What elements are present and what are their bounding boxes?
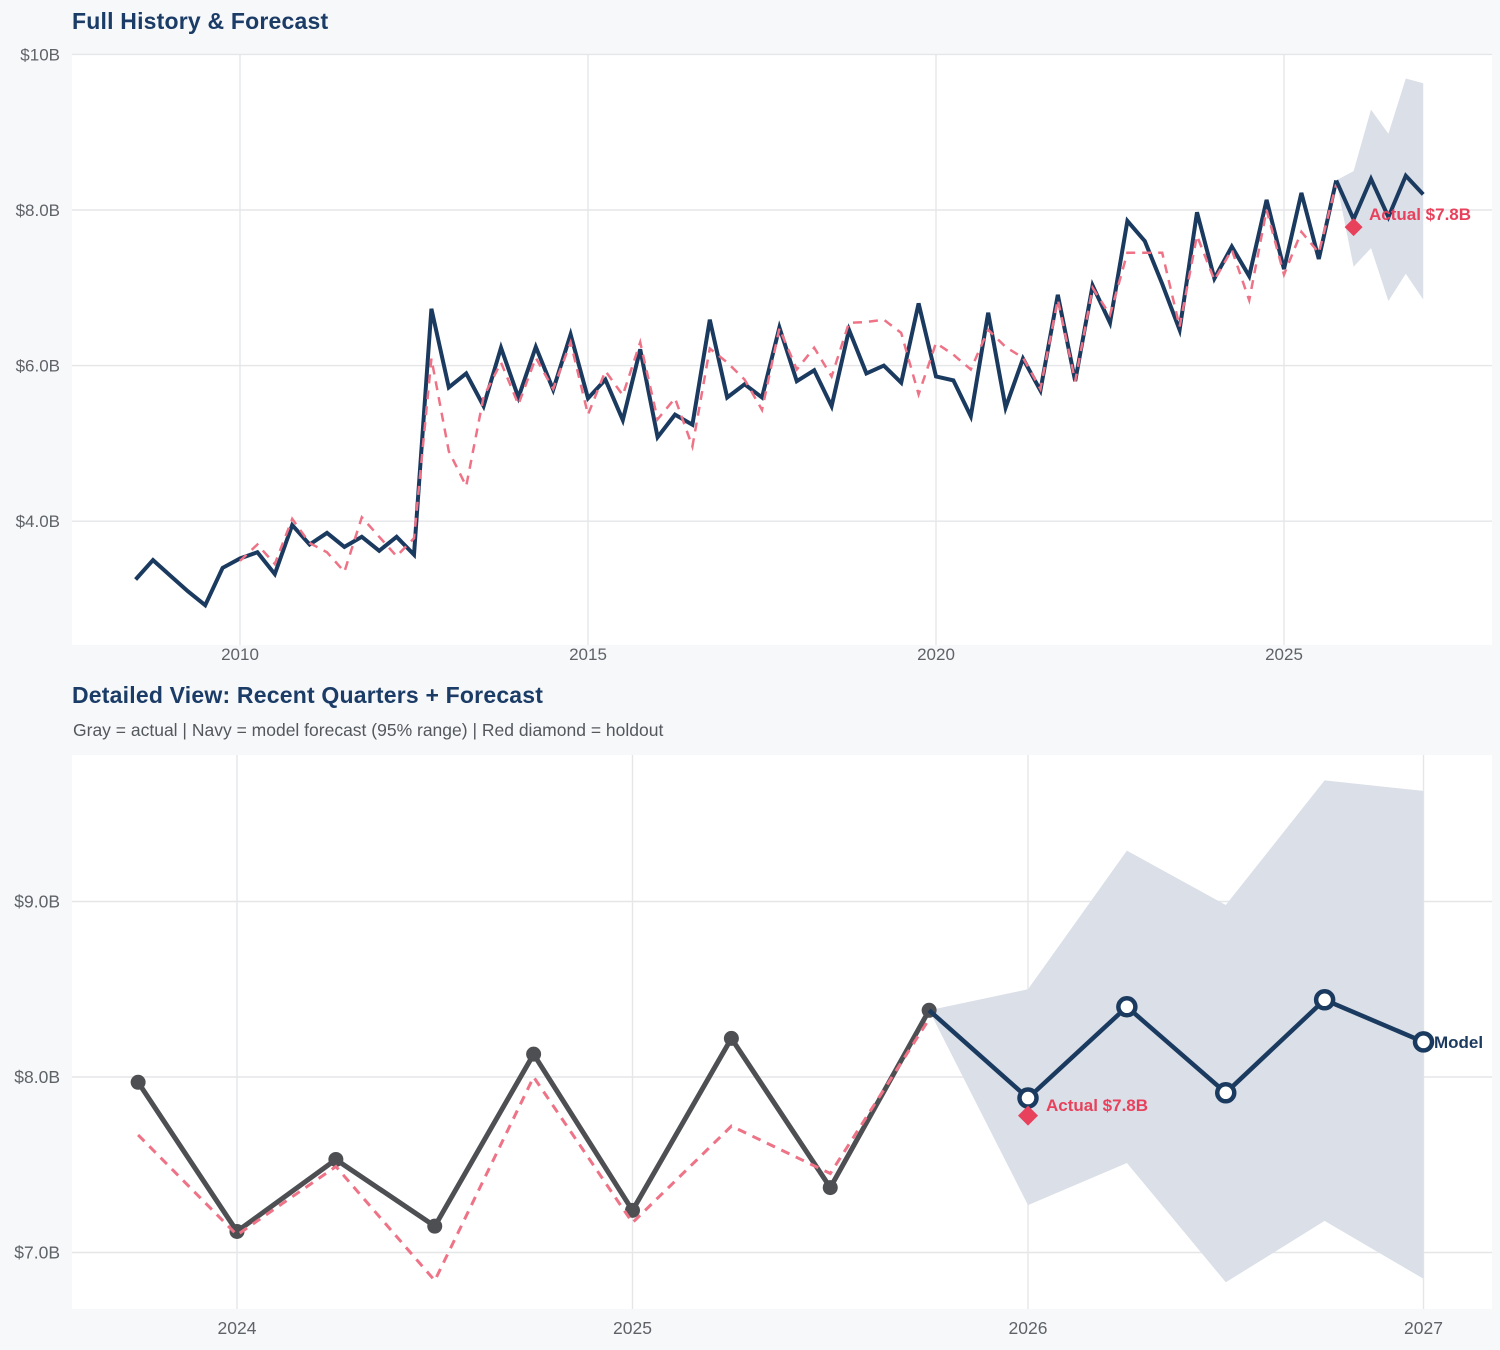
plot-area xyxy=(72,54,1492,645)
forecast-point-marker xyxy=(1215,1082,1237,1104)
forecast-point-marker xyxy=(1116,996,1138,1018)
forecast-confidence-band xyxy=(1336,78,1424,301)
x-axis-tick-label: 2027 xyxy=(1404,1318,1443,1338)
actual-point-marker xyxy=(723,1030,739,1046)
actual-point-marker xyxy=(822,1180,838,1196)
x-axis-tick-label: 2025 xyxy=(613,1318,652,1338)
series-line-model_forecast xyxy=(1334,172,1425,225)
actual-point-marker xyxy=(130,1074,146,1090)
x-axis-tick-label: 2010 xyxy=(221,645,259,664)
x-axis-tick-label: 2015 xyxy=(569,645,607,664)
y-axis-tick-label: $9.0B xyxy=(14,892,60,912)
actual-point-marker xyxy=(526,1046,542,1062)
y-axis-tick-label: $10B xyxy=(20,45,60,64)
holdout-diamond-marker xyxy=(1344,218,1363,237)
y-axis-tick-label: $4.0B xyxy=(16,512,60,531)
series-line-model_forecast xyxy=(927,997,1425,1102)
y-axis-tick-label: $6.0B xyxy=(16,357,60,376)
x-axis-tick-label: 2026 xyxy=(1009,1318,1048,1338)
forecast-point-marker xyxy=(1412,1031,1435,1053)
full-history-chart-title: Full History & Forecast xyxy=(72,8,329,34)
y-axis-tick-label: $7.0B xyxy=(14,1243,60,1263)
actual-point-marker xyxy=(328,1151,344,1167)
forecast-confidence-band xyxy=(929,780,1424,1283)
detailed-view-plot: $9.0B $8.0B $7.0B 2024 2025 2026 2027 xyxy=(14,755,1492,1338)
x-axis-tick-label: 2020 xyxy=(917,645,955,664)
y-axis-tick-label: $8.0B xyxy=(14,1067,60,1087)
forecast-point-marker xyxy=(1017,1087,1039,1109)
holdout-diamond-marker xyxy=(1018,1105,1038,1126)
actual-point-marker xyxy=(427,1218,443,1234)
detailed-view-legend-text: Gray = actual | Navy = model forecast (9… xyxy=(73,720,664,740)
actual-point-marker xyxy=(229,1223,245,1239)
full-history-plot: $10B $8.0B $6.0B $4.0B 2010 2015 2020 2025 xyxy=(16,45,1492,664)
x-axis-tick-label: 2024 xyxy=(218,1318,257,1338)
series-line-actual xyxy=(134,179,1339,609)
series-line-model_in_sample_fit xyxy=(137,1018,931,1284)
y-axis-tick-label: $8.0B xyxy=(16,201,60,220)
detailed-view-chart-title: Detailed View: Recent Quarters + Forecas… xyxy=(72,682,544,708)
actual-point-marker xyxy=(625,1202,640,1218)
x-axis-tick-label: 2025 xyxy=(1265,645,1303,664)
forecast-point-marker xyxy=(1313,989,1336,1011)
